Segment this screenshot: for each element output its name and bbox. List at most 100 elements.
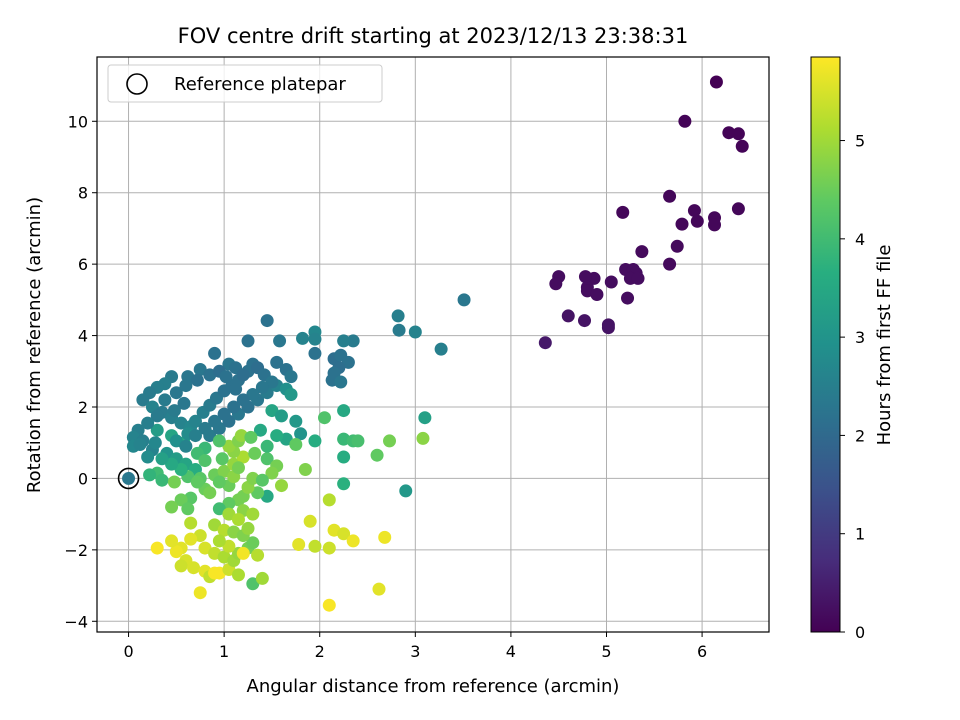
data-point — [188, 429, 202, 443]
data-point — [174, 463, 188, 476]
data-point — [165, 457, 179, 471]
data-point — [136, 393, 150, 407]
data-point — [198, 541, 212, 555]
y-axis-label: Rotation from reference (arcmin) — [24, 197, 45, 493]
data-point — [193, 363, 207, 376]
x-tick-label: 0 — [123, 642, 133, 661]
data-point — [167, 404, 181, 418]
data-point — [346, 534, 360, 548]
data-point — [236, 546, 250, 560]
data-point — [251, 486, 265, 500]
data-point — [289, 414, 303, 428]
data-point — [222, 439, 236, 453]
data-point — [169, 545, 183, 559]
colorbar-label: Hours from first FF file — [874, 245, 895, 446]
data-point — [322, 598, 336, 612]
data-point — [174, 493, 188, 507]
data-point — [169, 386, 183, 400]
x-tick-label: 5 — [601, 642, 611, 661]
data-point — [399, 484, 413, 498]
data-point — [308, 434, 322, 448]
data-point — [244, 430, 258, 444]
data-point — [246, 577, 260, 591]
y-tick-label: 6 — [78, 255, 88, 274]
data-point — [708, 218, 722, 232]
data-point — [434, 342, 448, 356]
data-point — [179, 439, 193, 453]
data-point — [549, 277, 563, 291]
data-point — [255, 380, 269, 394]
data-point — [265, 466, 279, 480]
y-tick-label: 10 — [68, 112, 88, 131]
data-point — [298, 463, 312, 476]
data-point — [241, 334, 255, 348]
data-point — [190, 373, 204, 387]
data-point — [184, 516, 198, 530]
data-point — [270, 355, 284, 369]
data-point — [604, 275, 618, 289]
data-point — [731, 202, 745, 216]
data-point — [631, 271, 645, 285]
data-point — [198, 421, 212, 435]
colorbar-tick-label: 1 — [855, 525, 865, 544]
y-tick-label: 8 — [78, 184, 88, 203]
legend-label: Reference platepar — [174, 74, 346, 95]
data-point — [690, 214, 704, 228]
data-point — [294, 427, 308, 441]
data-point — [670, 239, 684, 253]
data-point — [222, 539, 236, 553]
data-point — [292, 538, 306, 551]
data-point — [165, 500, 179, 514]
data-point — [273, 334, 287, 348]
y-axis: −4 −2 0 2 4 6 8 10 — [64, 112, 97, 631]
reference-marker — [117, 467, 140, 490]
data-point — [722, 126, 736, 140]
data-point — [346, 334, 360, 348]
data-point — [155, 452, 169, 466]
data-point — [222, 507, 236, 521]
data-point — [177, 396, 191, 410]
x-axis-label: Angular distance from reference (arcmin) — [247, 676, 620, 697]
data-point — [219, 370, 233, 384]
data-point — [337, 527, 351, 541]
data-point — [735, 139, 749, 153]
data-point — [231, 568, 245, 582]
data-point — [370, 448, 384, 462]
data-point — [231, 513, 245, 526]
data-point — [663, 257, 677, 271]
data-point — [322, 493, 336, 507]
data-point — [337, 404, 351, 418]
data-point — [296, 331, 310, 345]
colorbar — [810, 56, 841, 633]
y-tick-label: −2 — [64, 541, 88, 560]
legend-box — [107, 64, 383, 103]
data-point — [167, 475, 181, 489]
data-point — [392, 323, 406, 337]
data-point — [212, 475, 226, 489]
data-point — [255, 571, 269, 585]
data-point — [418, 411, 432, 425]
data-point — [179, 379, 193, 393]
x-tick-label: 3 — [410, 642, 420, 661]
data-point — [578, 270, 592, 284]
data-point — [246, 536, 260, 550]
x-axis: 0 1 2 3 4 5 6 — [123, 632, 707, 661]
data-point — [248, 446, 262, 460]
data-point — [337, 334, 351, 348]
data-point — [208, 346, 222, 360]
data-point — [150, 541, 164, 555]
y-tick-label: 2 — [78, 398, 88, 417]
legend: Reference platepar — [107, 64, 383, 103]
data-point — [212, 534, 226, 548]
reference-ring — [117, 467, 140, 490]
x-tick-label: 1 — [219, 642, 229, 661]
data-point — [260, 314, 274, 328]
data-point — [616, 205, 630, 219]
data-point — [255, 473, 269, 487]
data-point — [709, 75, 723, 89]
colorbar-tick-label: 4 — [855, 230, 865, 249]
data-point — [274, 409, 288, 423]
data-point — [150, 409, 164, 423]
x-tick-label: 6 — [697, 642, 707, 661]
data-point — [208, 414, 222, 428]
